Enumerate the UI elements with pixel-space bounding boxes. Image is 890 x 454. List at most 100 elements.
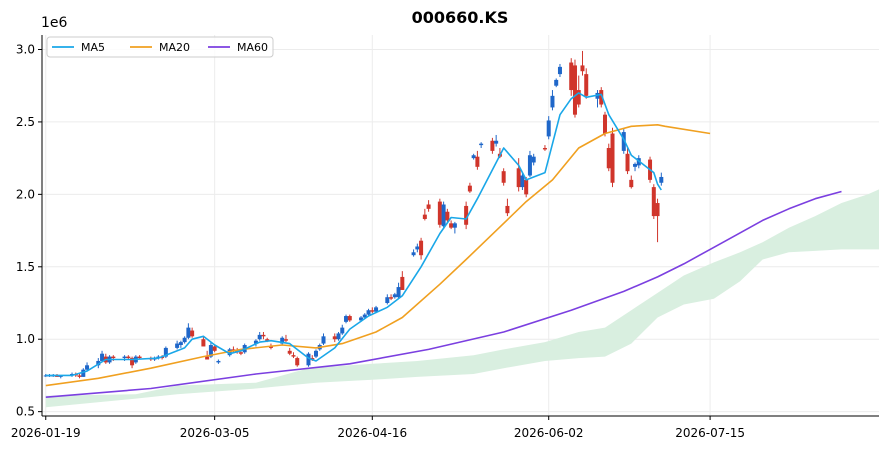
candle — [527, 150, 532, 177]
candle-body — [332, 336, 337, 340]
candle-body — [557, 66, 562, 75]
candle — [501, 168, 506, 186]
candle — [467, 182, 472, 193]
candle-body — [43, 375, 48, 377]
candle-body — [610, 133, 615, 183]
candle — [557, 63, 562, 78]
candle-body — [126, 356, 131, 359]
candle — [411, 249, 416, 257]
candle-body — [449, 223, 454, 228]
candle — [505, 198, 510, 217]
candle-body — [347, 316, 352, 321]
candle-body — [313, 350, 318, 357]
candle — [475, 150, 480, 170]
candle — [610, 127, 615, 188]
candle — [606, 143, 611, 172]
candle-body — [212, 346, 217, 351]
candle-body — [201, 339, 206, 347]
candle-body — [291, 355, 296, 357]
candle — [186, 323, 191, 340]
candle-body — [419, 240, 424, 256]
candle — [452, 221, 457, 234]
y-tick-label: 1.5 — [16, 260, 35, 274]
candle-body — [261, 334, 266, 337]
candle — [655, 198, 660, 243]
candle-body — [441, 204, 446, 227]
candle — [130, 356, 135, 369]
candle — [546, 116, 551, 140]
candle-body — [306, 353, 311, 366]
candle-body — [490, 140, 495, 151]
candle — [651, 184, 656, 219]
candle — [599, 87, 604, 108]
candle — [313, 349, 318, 359]
candle-body — [122, 356, 127, 359]
candle — [283, 334, 288, 343]
candle — [332, 333, 337, 343]
candle-body — [464, 205, 469, 225]
candle-body — [295, 358, 300, 366]
candle-body — [374, 307, 379, 312]
ichimoku-cloud — [45, 189, 879, 408]
candle — [576, 75, 581, 108]
candle-body — [527, 155, 532, 176]
candle-body — [520, 175, 525, 188]
candle-body — [85, 365, 90, 370]
candle-body — [340, 327, 345, 334]
candle — [542, 145, 547, 151]
candle-body — [137, 356, 142, 359]
candle-body — [437, 201, 442, 225]
candle — [163, 346, 168, 359]
candle-body — [467, 185, 472, 192]
y-tick-label: 3.0 — [16, 42, 35, 56]
x-tick-label: 2026-06-02 — [514, 426, 584, 440]
candle — [77, 373, 82, 379]
candle — [572, 59, 577, 118]
legend-label: MA20 — [159, 41, 190, 54]
candle — [96, 358, 101, 369]
candle-body — [576, 90, 581, 105]
candle-body — [96, 360, 101, 366]
candle-body — [603, 114, 608, 134]
candle-body — [253, 340, 258, 344]
y-axis-scale-label: 1e6 — [41, 15, 68, 31]
candle-body — [629, 179, 634, 188]
y-tick-label: 1.0 — [16, 332, 35, 346]
candle-body — [546, 120, 551, 137]
candle-body — [178, 342, 183, 346]
candle-body — [599, 90, 604, 105]
candle — [280, 336, 285, 346]
candle — [291, 352, 296, 359]
candle — [554, 78, 559, 88]
candle-body — [77, 375, 82, 377]
candle — [257, 331, 262, 341]
chart-title: 000660.KS — [412, 8, 509, 27]
candle-body — [163, 347, 168, 357]
plot-area — [42, 35, 879, 416]
x-tick-label: 2026-07-15 — [675, 426, 745, 440]
candle — [175, 340, 180, 350]
candle — [287, 347, 292, 356]
candle-body — [505, 205, 510, 214]
candle-body — [411, 252, 416, 256]
legend-item-ma20: MA20 — [130, 41, 190, 54]
x-tick-label: 2026-03-05 — [180, 426, 250, 440]
candle-body — [422, 214, 427, 219]
candle-body — [426, 204, 431, 209]
candle-body — [283, 339, 288, 341]
candle-body — [651, 187, 656, 217]
candle — [306, 352, 311, 367]
candle-body — [633, 163, 638, 167]
candle-body — [182, 337, 187, 343]
candle-body — [494, 140, 499, 144]
x-tick-label: 2026-04-16 — [337, 426, 407, 440]
candle-body — [216, 360, 221, 363]
candle — [43, 373, 48, 377]
candle-body — [392, 294, 397, 298]
candle-body — [400, 276, 405, 290]
candle-body — [479, 143, 484, 146]
candle — [182, 336, 187, 344]
candle-body — [501, 171, 506, 183]
candle-body — [287, 350, 292, 354]
